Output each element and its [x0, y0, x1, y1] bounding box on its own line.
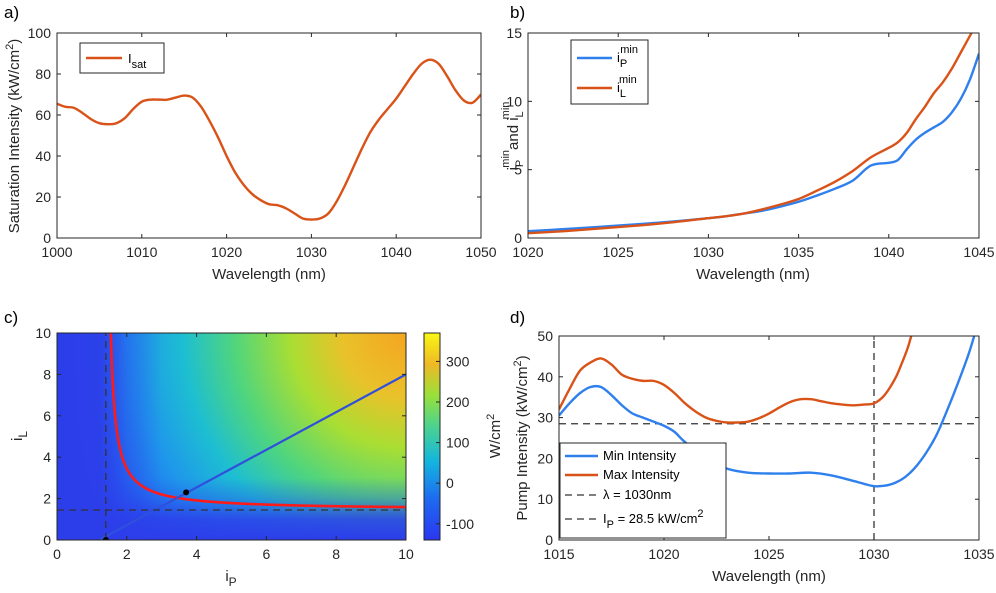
heatmap-surface [57, 333, 406, 540]
chart-a: 1000 1010 1020 1030 1040 1050 0 20 40 60 80 100 Wav… [4, 25, 497, 283]
c-ytick-label: 8 [43, 366, 51, 382]
colorbar: -100 0 100 200 300 W/cm2 [423, 332, 504, 541]
d-xtick-label: 1020 [648, 546, 679, 562]
d-xtick-label: 1015 [543, 546, 574, 562]
b-xtick-label: 1035 [783, 244, 814, 260]
axes-box-a [56, 32, 482, 239]
legend-label-ip: IP = 28.5 kW/cm2 [603, 508, 704, 531]
d-ytick-label: 30 [537, 410, 553, 426]
a-xtick-label: 1040 [381, 244, 412, 260]
xlabel-b: Wavelength (nm) [696, 266, 810, 283]
series-line-max-intensity [559, 336, 913, 424]
panel-label-a: a) [4, 3, 19, 22]
legend-b: iPmin iLmin [570, 39, 649, 105]
c-ytick-label: 0 [43, 532, 51, 548]
legend-label-max-intensity: Max Intensity [603, 467, 680, 482]
b-ytick-label: 5 [514, 162, 522, 178]
c-ytick-label: 4 [43, 449, 51, 465]
operating-line [96, 373, 406, 540]
a-ytick-label: 40 [35, 148, 51, 164]
b-xtick-label: 1030 [693, 244, 724, 260]
legend-a: Isat [79, 42, 165, 74]
colorbar-tick-label: 300 [446, 353, 470, 369]
legend-d: Min Intensity Max Intensity λ = 1030nm I… [559, 442, 727, 539]
legend-label-min-intensity: Min Intensity [603, 448, 676, 463]
xlabel-d: Wavelength (nm) [712, 568, 826, 585]
c-xtick-label: 4 [193, 546, 201, 562]
panel-label-c: c) [4, 308, 18, 327]
d-ytick-label: 40 [537, 369, 553, 385]
series-line-min-intensity [559, 336, 976, 488]
b-ytick-label: 10 [506, 93, 522, 109]
b-ytick-label: 0 [514, 230, 522, 246]
marker-point-2 [183, 489, 190, 496]
legend-label-ip-min: iPmin [617, 44, 638, 70]
b-xtick-label: 1020 [512, 244, 543, 260]
xlabel-c: iP [225, 568, 236, 589]
marker-point-1 [102, 537, 109, 540]
a-xtick-label: 1000 [41, 244, 72, 260]
c-xtick-label: 0 [53, 546, 61, 562]
c-ytick-label: 6 [43, 408, 51, 424]
a-ytick-label: 60 [35, 107, 51, 123]
a-ytick-label: 80 [35, 66, 51, 82]
panel-label-d: d) [510, 308, 525, 327]
threshold-curve [109, 333, 406, 509]
series-line-isat [57, 58, 481, 221]
colorbar-tick-label: -100 [446, 516, 474, 532]
c-xtick-label: 2 [123, 546, 131, 562]
a-ytick-label: 100 [28, 25, 52, 41]
d-xtick-label: 1025 [753, 546, 784, 562]
legend-label-isat: Isat [128, 51, 146, 71]
a-xtick-label: 1010 [126, 244, 157, 260]
b-xtick-label: 1040 [873, 244, 904, 260]
d-xtick-label: 1035 [963, 546, 994, 562]
d-ytick-label: 50 [537, 328, 553, 344]
b-xtick-label: 1045 [963, 244, 994, 260]
c-ytick-label: 10 [35, 325, 51, 341]
c-xtick-label: 6 [263, 546, 271, 562]
axes-box-d [558, 335, 980, 541]
series-line-il-min [528, 33, 973, 235]
chart-b: 1020 1025 1030 1035 1040 1045 0 5 10 15 Wavelengt… [500, 25, 995, 283]
d-ytick-label: 10 [537, 491, 553, 507]
panel-label-b: b) [510, 3, 525, 22]
ylabel-b: iPminand iLmin [500, 102, 526, 171]
colorbar-tick-label: 100 [446, 435, 470, 451]
a-xtick-label: 1030 [296, 244, 327, 260]
c-ytick-label: 2 [43, 491, 51, 507]
a-xtick-label: 1050 [465, 244, 496, 260]
a-ytick-label: 20 [35, 189, 51, 205]
d-ytick-label: 0 [545, 532, 553, 548]
a-xtick-label: 1020 [211, 244, 242, 260]
c-xtick-label: 10 [398, 546, 414, 562]
xlabel-a: Wavelength (nm) [212, 266, 326, 283]
axes-box-b [527, 32, 980, 239]
colorbar-tick-label: 200 [446, 394, 470, 410]
c-xtick-label: 8 [332, 546, 340, 562]
colorbar-tick-label: 0 [446, 475, 454, 491]
ylabel-d: Pump Intensity (kW/cm2) [512, 355, 531, 520]
a-ytick-label: 0 [43, 230, 51, 246]
ylabel-c: iL [9, 431, 30, 441]
d-xtick-label: 1030 [858, 546, 889, 562]
ylabel-a: Saturation Intensity (kW/cm2) [4, 39, 23, 234]
b-xtick-label: 1025 [603, 244, 634, 260]
d-ytick-label: 20 [537, 450, 553, 466]
axes-box-c [56, 332, 407, 541]
colorbar-label: W/cm2 [485, 414, 504, 458]
b-ytick-label: 15 [506, 25, 522, 41]
legend-label-il-min: iLmin [617, 74, 637, 100]
legend-label-lambda: λ = 1030nm [603, 487, 671, 502]
